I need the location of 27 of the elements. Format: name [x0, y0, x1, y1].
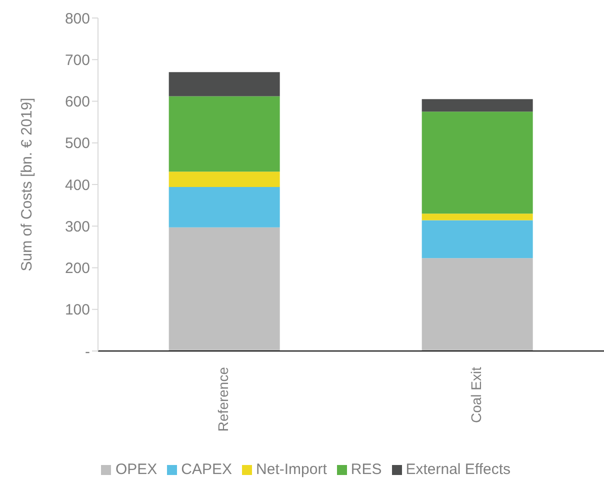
bar	[168, 227, 280, 351]
bar	[422, 214, 533, 220]
bar	[422, 99, 533, 112]
x-tick-label: Coal Exit	[468, 366, 484, 424]
y-tick-label: 600	[64, 94, 90, 111]
y-tick-label: 400	[64, 176, 90, 194]
legend-label: External Effects	[406, 461, 511, 478]
y-tick-label: 200	[64, 260, 90, 278]
bar	[168, 172, 280, 187]
legend-label: Net-Import	[256, 461, 327, 478]
bar	[168, 72, 280, 96]
y-tick-label: 700	[64, 52, 90, 69]
y-tick-label: 500	[64, 135, 90, 152]
bar	[422, 258, 533, 351]
legend-label: OPEX	[115, 461, 158, 478]
bar	[168, 187, 280, 228]
y-tick-label: -	[85, 343, 90, 360]
y-tick-label: 100	[64, 302, 90, 319]
y-axis-title: Sum of Costs [bn. € 2019]	[18, 98, 36, 272]
y-tick-label: 300	[64, 218, 90, 236]
bar	[422, 220, 533, 258]
x-tick-label: Reference	[215, 366, 232, 432]
legend-label: RES	[350, 461, 382, 478]
bar	[422, 112, 533, 214]
y-tick-label: 800	[64, 10, 90, 28]
bar	[168, 96, 280, 172]
legend-label: CAPEX	[181, 461, 232, 478]
